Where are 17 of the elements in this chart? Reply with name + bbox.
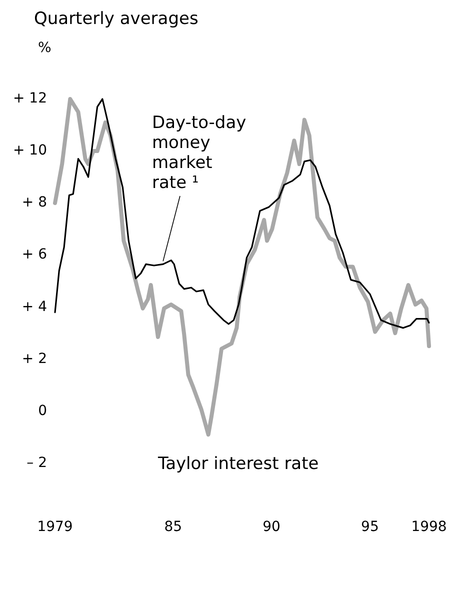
y-tick-label: + 8 [22,194,47,211]
x-tick-label: 1998 [411,519,447,536]
y-tick-label: + 4 [22,298,48,315]
y-tick-label: + 12 [13,90,47,107]
y-axis-title: % [38,40,52,56]
y-tick-label: – 2 [26,454,47,471]
x-tick-label: 1979 [37,519,73,536]
x-tick-label: 95 [361,519,379,536]
x-tick-label: 90 [262,519,280,536]
y-tick-label: + 6 [22,246,48,263]
chart-title: Quarterly averages [34,9,198,29]
y-tick-label: + 10 [13,142,47,159]
text: Taylor interest rate [157,454,319,474]
series-label: Day-to-day money market rate ¹ [152,113,246,193]
y-tick-label: + 2 [22,350,47,367]
x-tick-label: 85 [164,519,182,536]
y-tick-label: 0 [38,402,47,419]
